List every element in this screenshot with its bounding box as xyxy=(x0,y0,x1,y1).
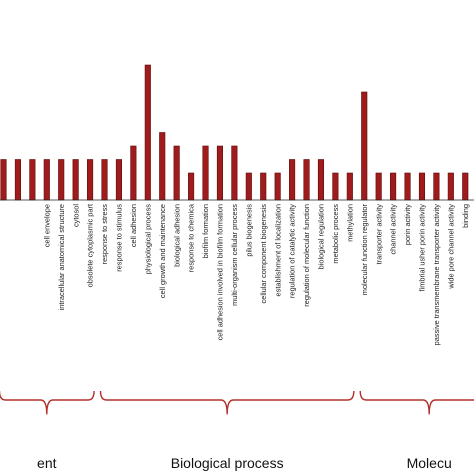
group-label: Biological process xyxy=(171,455,284,471)
bar xyxy=(462,172,469,201)
bar xyxy=(188,172,195,201)
group-braces-layer xyxy=(0,390,474,415)
x-tick-label: wide pore channel activity xyxy=(446,204,455,290)
bar xyxy=(245,172,252,201)
bar xyxy=(87,159,94,201)
x-tick-label: establishment of localization xyxy=(273,204,282,296)
x-tick-label: fimbrial usher porin activity xyxy=(418,204,427,292)
x-tick-label: methylation xyxy=(345,204,354,242)
group-brace xyxy=(359,390,474,415)
tick-labels-layer: cell envelope intracellular anatomical st… xyxy=(42,203,470,346)
bar xyxy=(361,91,368,201)
bar xyxy=(159,132,166,201)
bar xyxy=(260,172,267,201)
bar xyxy=(346,172,353,201)
bar-lead-in xyxy=(0,159,7,201)
x-tick-label: response to chemica xyxy=(187,203,196,272)
x-tick-label: obsolete cytoplasmic part xyxy=(86,204,95,287)
x-tick-label: binding xyxy=(461,204,470,228)
x-tick-label: biofilm formation xyxy=(201,204,210,258)
x-tick-label: response to stress xyxy=(100,204,109,265)
x-tick-label: biological regulation xyxy=(317,204,326,269)
bar xyxy=(202,145,209,201)
x-tick-label: cell growth and maintenance xyxy=(158,204,167,298)
group-labels-layer: ent Biological process Molecu xyxy=(37,455,452,471)
x-tick-label: molecular function regulator xyxy=(360,203,369,295)
bar xyxy=(375,172,382,201)
bar xyxy=(332,172,339,201)
x-tick-label: regulation of molecular function xyxy=(302,204,311,307)
bar xyxy=(303,159,310,201)
bar-lead-in xyxy=(29,159,36,201)
x-tick-label: regulation of catalytic activity xyxy=(288,204,297,298)
bars-layer xyxy=(0,64,469,201)
bar xyxy=(274,172,281,201)
x-tick-label: metabolic process xyxy=(331,204,340,264)
x-tick-label: channel activity xyxy=(389,204,398,255)
bar-lead-in xyxy=(14,159,21,201)
group-label: ent xyxy=(37,455,57,471)
x-tick-label: cell envelope xyxy=(42,204,51,247)
bar xyxy=(433,172,440,201)
x-tick-label: pilus biogenesis xyxy=(244,204,253,257)
bar xyxy=(289,159,296,201)
bar xyxy=(101,159,108,201)
bar xyxy=(447,172,454,201)
bar xyxy=(115,159,122,201)
group-brace xyxy=(0,390,95,415)
bar xyxy=(72,159,79,201)
x-tick-label: passive transmembrane transporter activi… xyxy=(432,204,441,346)
x-tick-label: porin activity xyxy=(403,204,412,245)
x-tick-label: transporter activity xyxy=(374,204,383,265)
x-tick-label: cell adhesion involved in biofilm format… xyxy=(216,204,225,340)
bar xyxy=(216,145,223,201)
x-tick-label: physiological process xyxy=(143,204,152,275)
x-tick-label: multi-organism cellular process xyxy=(230,204,239,306)
bar xyxy=(58,159,65,201)
bar xyxy=(130,145,137,201)
x-tick-label: biological adhesion xyxy=(172,204,181,267)
x-tick-label: cytosol xyxy=(71,204,80,227)
x-tick-label: cell adhesion xyxy=(129,204,138,247)
bar xyxy=(390,172,397,201)
bar xyxy=(144,64,151,201)
bar xyxy=(43,159,50,201)
bar xyxy=(404,172,411,201)
group-brace xyxy=(99,390,355,415)
bar xyxy=(173,145,180,201)
x-tick-label: intracellular anatomical structure xyxy=(57,204,66,310)
group-label: Molecu xyxy=(407,455,452,471)
bar xyxy=(418,172,426,201)
x-tick-label: response to stimulus xyxy=(115,204,124,272)
bar xyxy=(317,159,325,201)
x-tick-label: cellular component biogenesis xyxy=(259,204,268,304)
bar xyxy=(231,145,238,201)
